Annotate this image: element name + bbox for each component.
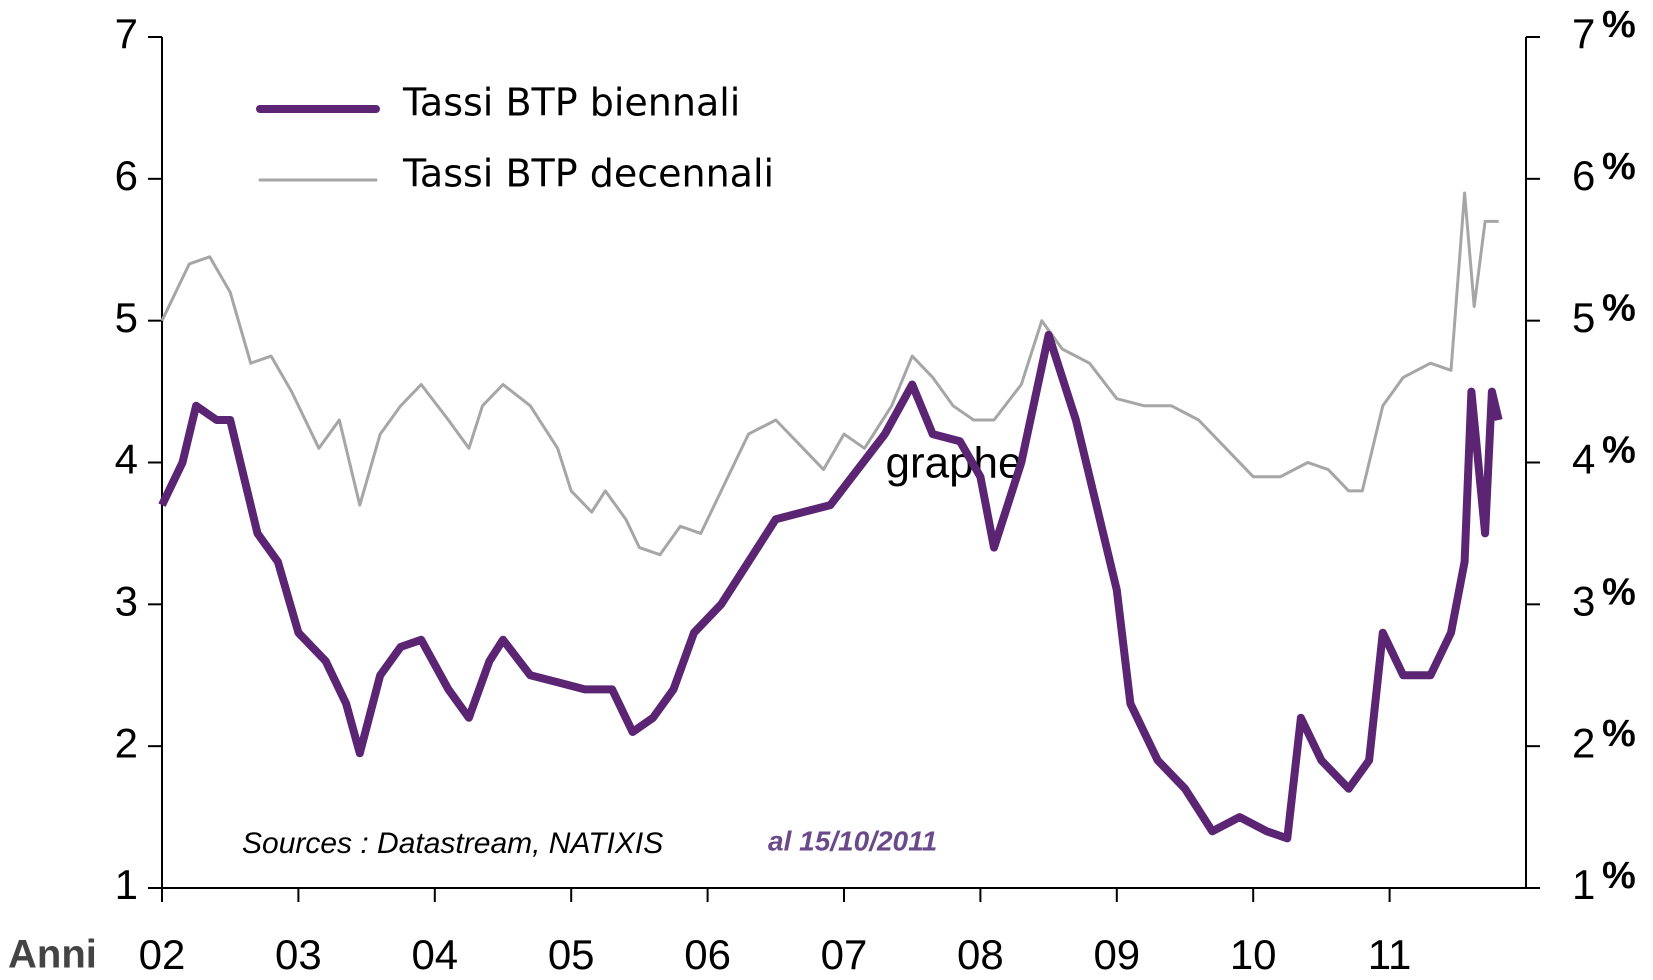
x-tick-label: 03 — [275, 931, 322, 978]
y-tick-label: 5 — [115, 294, 138, 341]
date-note: al 15/10/2011 — [768, 825, 937, 856]
y2-unit: % — [1602, 4, 1636, 46]
x-tick-label: 06 — [684, 931, 731, 978]
legend-label: Tassi BTP biennali — [402, 81, 740, 125]
y2-unit: % — [1602, 288, 1636, 330]
y-tick-label: 3 — [115, 577, 138, 624]
source-note: Sources : Datastream, NATIXIS — [242, 827, 663, 860]
y-tick-label: 1 — [115, 861, 138, 908]
x-tick-label: 11 — [1368, 931, 1412, 978]
y2-tick-label: 2 — [1572, 719, 1595, 766]
legend-label: Tassi BTP decennali — [402, 152, 774, 196]
x-tick-label: 10 — [1230, 931, 1277, 978]
x-tick-label: 08 — [957, 931, 1004, 978]
series-line — [158, 330, 1503, 843]
series-line — [160, 191, 1499, 557]
y2-unit: % — [1602, 713, 1636, 755]
x-axis-label: Anni — [8, 933, 97, 977]
y2-tick-label: 5 — [1572, 294, 1595, 341]
x-tick-label: 07 — [821, 931, 868, 978]
y2-unit: % — [1602, 146, 1636, 188]
y2-unit: % — [1602, 430, 1636, 472]
y2-tick-label: 4 — [1572, 436, 1595, 483]
y2-unit: % — [1602, 855, 1636, 897]
y2-tick-label: 3 — [1572, 577, 1595, 624]
y2-tick-label: 6 — [1572, 152, 1595, 199]
x-tick-label: 09 — [1093, 931, 1140, 978]
x-tick-label: 05 — [548, 931, 595, 978]
y-tick-label: 4 — [115, 436, 138, 483]
y2-tick-label: 7 — [1572, 10, 1595, 57]
x-tick-label: 02 — [139, 931, 186, 978]
watermark: graphe — [885, 439, 1022, 488]
y-tick-label: 6 — [115, 152, 138, 199]
y2-tick-label: 1 — [1572, 861, 1595, 908]
y2-unit: % — [1602, 571, 1636, 613]
x-tick-label: 04 — [411, 931, 458, 978]
y-tick-label: 7 — [115, 10, 138, 57]
y-tick-label: 2 — [115, 719, 138, 766]
